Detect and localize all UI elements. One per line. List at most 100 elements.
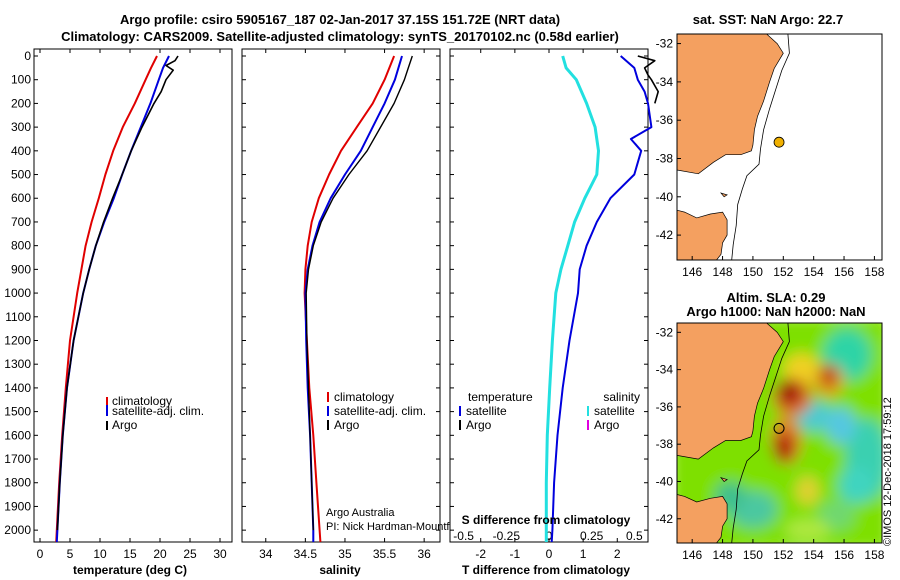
series-argo xyxy=(56,55,179,531)
temperature-xlabel: temperature (deg C) xyxy=(73,563,187,577)
lon-tick-label: 154 xyxy=(804,265,824,279)
difference-axes-frame xyxy=(449,48,649,543)
x-tick-label: 1 xyxy=(580,547,587,561)
y-tick-label: 600 xyxy=(11,191,31,205)
y-tick-label: 1800 xyxy=(4,476,31,490)
salinity-axes-frame xyxy=(241,48,441,543)
sla-anomaly-blob xyxy=(772,433,794,463)
legend-label-satellite: satellite-adj. clim. xyxy=(334,404,426,418)
sla-anomaly-blob xyxy=(777,378,802,406)
altimetry-map-frame xyxy=(676,322,883,544)
lon-tick-label: 158 xyxy=(864,548,884,562)
lon-tick-label: 158 xyxy=(864,265,884,279)
lat-tick-label: -38 xyxy=(656,437,674,451)
lat-tick-label: -36 xyxy=(656,113,674,127)
shelf-isobath xyxy=(731,34,790,260)
y-tick-label: 900 xyxy=(11,262,31,276)
temperature-lines xyxy=(55,55,179,543)
y-tick-label: 1300 xyxy=(4,357,31,371)
sla-anomaly-blob xyxy=(818,500,855,530)
difference-panel: -2 -1 0 1 2 -0.5 -0.25 0 0.25 0.5 T difference fr… xyxy=(449,48,660,577)
sla-anomaly-blob xyxy=(784,518,831,542)
y-tick-label: 1000 xyxy=(4,286,31,300)
legend-label-argo: Argo xyxy=(334,418,360,432)
legend-label-climatology: climatology xyxy=(334,390,394,404)
sla-anomaly-blob xyxy=(795,475,820,506)
y-tick-label: 100 xyxy=(11,73,31,87)
sst-map-panel: sat. SST: NaN Argo: 22.7 146 148 150 152 154… xyxy=(656,12,885,279)
salinity-legend: climatology satellite-adj. clim. Argo xyxy=(327,390,426,432)
series-climatology xyxy=(303,55,396,543)
x-tick-label: 0 xyxy=(37,547,44,561)
x-tick-label: 2 xyxy=(614,547,621,561)
x-tick-label: 35 xyxy=(338,547,352,561)
y-tick-label: 500 xyxy=(11,168,31,182)
lon-tick-label: 152 xyxy=(773,548,793,562)
x-tick-label: 15 xyxy=(123,547,137,561)
australia-land xyxy=(677,34,784,198)
x-tick-label: 5 xyxy=(67,547,74,561)
lat-tick-label: -40 xyxy=(656,474,674,488)
x-tick-label: -2 xyxy=(475,547,486,561)
series-argo xyxy=(305,55,413,531)
lon-tick-label: 148 xyxy=(713,548,733,562)
y-tick-label: 1200 xyxy=(4,333,31,347)
legend-label-salinity-satellite: satellite xyxy=(594,404,635,418)
x-top-tick-label: 0.25 xyxy=(580,529,604,543)
x-top-tick-label: -0.5 xyxy=(453,529,474,543)
tasmania-land xyxy=(677,494,728,543)
y-tick-label: 200 xyxy=(11,96,31,110)
x-top-tick-label: 0 xyxy=(546,529,553,543)
figure-title-line2: Climatology: CARS2009. Satellite-adjuste… xyxy=(61,29,619,44)
argo-float-marker xyxy=(773,422,785,434)
tasmania-land xyxy=(677,209,728,260)
credit-line2: PI: Nick Hardman-Mountford xyxy=(326,521,465,533)
legend-label-climatology: climatology xyxy=(112,394,172,408)
salinity-ticks: 34 34.5 35 35.5 36 xyxy=(242,49,440,561)
y-tick-label: 400 xyxy=(11,144,31,158)
y-tick-label: 0 xyxy=(24,49,31,63)
difference-ticks: -2 -1 0 1 2 -0.5 -0.25 0 0.25 0.5 xyxy=(450,49,648,561)
altimetry-map-title-line1: Altim. SLA: 0.29 xyxy=(727,290,826,305)
series-temperature-satellite xyxy=(550,55,653,543)
temperature-axes-frame xyxy=(33,48,233,543)
y-tick-label: 800 xyxy=(11,239,31,253)
lat-tick-label: -42 xyxy=(656,228,674,242)
y-tick-label: 2000 xyxy=(4,523,31,537)
difference-legend: temperature satellite Argo salinity sate… xyxy=(459,390,640,432)
lon-tick-label: 156 xyxy=(834,548,854,562)
lat-tick-label: -38 xyxy=(656,151,674,165)
lon-tick-label: 148 xyxy=(713,265,733,279)
lat-tick-label: -34 xyxy=(656,75,674,89)
difference-xlabel-top: S difference from climatology xyxy=(462,513,631,527)
y-tick-label: 700 xyxy=(11,215,31,229)
credit-line1: Argo Australia xyxy=(326,507,395,519)
salinity-lines xyxy=(303,55,413,543)
legend-label-satellite: satellite-adj. clim. xyxy=(112,404,204,418)
lon-tick-label: 146 xyxy=(682,548,702,562)
sst-map-title: sat. SST: NaN Argo: 22.7 xyxy=(693,12,844,27)
lon-tick-label: 156 xyxy=(834,265,854,279)
series-salinity-satellite xyxy=(544,55,600,542)
y-tick-label: 1700 xyxy=(4,452,31,466)
x-tick-label: 10 xyxy=(93,547,107,561)
x-tick-label: 34 xyxy=(259,547,273,561)
legend-label-salinity-argo: Argo xyxy=(594,418,620,432)
altimetry-map-ticks: 146 148 150 152 154 156 158 -32 -34 -36 -38 -40 -42 xyxy=(656,325,885,562)
temperature-ticks: 0 5 10 15 20 25 300100200300400500600700800900… xyxy=(4,49,227,561)
x-tick-label: 25 xyxy=(183,547,197,561)
altimetry-map-title-line2: Argo h1000: NaN h2000: NaN xyxy=(686,304,865,319)
lat-tick-label: -32 xyxy=(656,37,674,51)
sla-anomaly-blob xyxy=(783,352,820,387)
australia-land xyxy=(677,323,784,482)
lat-tick-label: -34 xyxy=(656,363,674,377)
lon-tick-label: 146 xyxy=(682,265,702,279)
y-tick-label: 1100 xyxy=(5,310,31,324)
imos-stamp: ©IMOS 12-Dec-2018 17:59:12 xyxy=(882,397,894,546)
x-tick-label: 36 xyxy=(417,547,431,561)
sst-map-ticks: 146 148 150 152 154 156 158 -32 -34 -36 -38 -40 -42 xyxy=(656,37,885,279)
figure-title-line1: Argo profile: csiro 5905167_187 02-Jan-2… xyxy=(120,12,560,27)
legend-label-temperature-satellite: satellite xyxy=(466,404,507,418)
difference-xlabel: T difference from climatology xyxy=(462,563,630,577)
